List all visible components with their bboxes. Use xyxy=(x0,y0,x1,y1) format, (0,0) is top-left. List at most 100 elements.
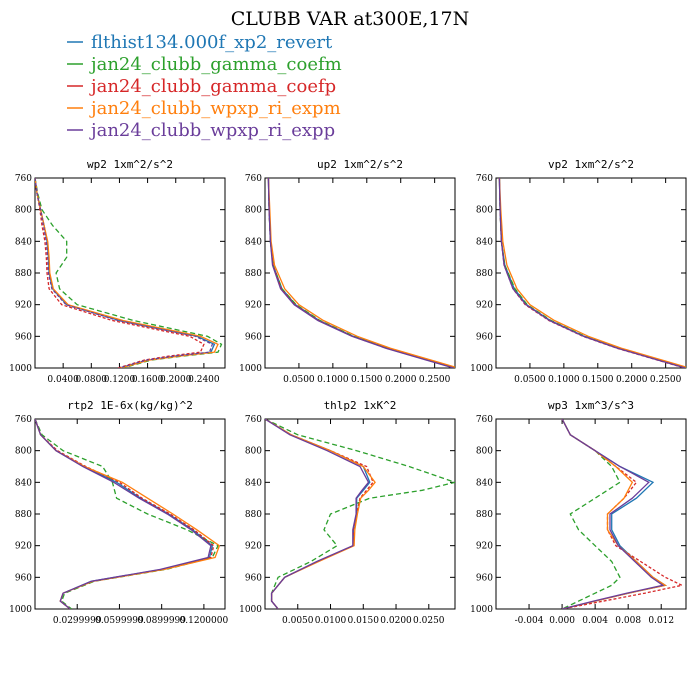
y-tick-label: 920 xyxy=(15,301,32,311)
x-tick-label: 0.0500 xyxy=(514,375,546,385)
y-tick-label: 840 xyxy=(476,237,493,247)
x-tick-label: 0.2000 xyxy=(616,375,648,385)
series-line xyxy=(561,419,665,609)
panel-title: wp2 1xm^2/s^2 xyxy=(87,158,173,171)
x-tick-label: 0.0800 xyxy=(76,375,108,385)
series-line xyxy=(498,178,686,368)
panel: up2 1xm^2/s^2 760 800 840 880 920 960 1000 0.050… xyxy=(239,158,456,385)
x-tick-label: 0.0250 xyxy=(413,616,445,626)
series-line xyxy=(35,178,216,368)
x-tick-label: 0.0599999 xyxy=(95,616,144,626)
series-line xyxy=(35,178,223,368)
x-tick-label: 0.0899999 xyxy=(137,616,186,626)
x-tick-label: 0.1200000 xyxy=(180,616,229,626)
series-line xyxy=(561,419,667,609)
y-tick-label: 800 xyxy=(476,206,493,216)
series-line xyxy=(265,419,455,609)
y-tick-label: 1000 xyxy=(470,605,493,615)
legend-label: jan24_clubb_gamma_coefm xyxy=(89,54,342,75)
y-tick-label: 920 xyxy=(245,542,262,552)
panel: rtp2 1E-6x(kg/kg)^2 760 800 840 880 920 960 100… xyxy=(9,399,228,626)
y-tick-label: 800 xyxy=(476,447,493,457)
series-line xyxy=(561,419,621,609)
series-line xyxy=(35,178,214,368)
panel-title: up2 1xm^2/s^2 xyxy=(317,158,403,171)
y-tick-label: 920 xyxy=(245,301,262,311)
panel: wp3 1xm^3/s^3 760 800 840 880 920 960 1000 -0.00… xyxy=(470,399,687,626)
y-tick-label: 840 xyxy=(476,478,493,488)
y-tick-label: 1000 xyxy=(9,605,32,615)
panel-title: thlp2 1xK^2 xyxy=(324,399,397,412)
y-tick-label: 880 xyxy=(476,269,493,279)
y-tick-label: 800 xyxy=(15,206,32,216)
x-tick-label: 0.2500 xyxy=(419,375,451,385)
series-line xyxy=(267,178,455,368)
y-tick-label: 760 xyxy=(476,174,493,184)
panels: wp2 1xm^2/s^2 760 800 840 880 920 960 1000 0.040… xyxy=(9,158,687,626)
figure-title: CLUBB VAR at300E,17N xyxy=(231,8,470,30)
y-tick-label: 800 xyxy=(245,447,262,457)
series-line xyxy=(265,419,370,609)
x-tick-label: 0.008 xyxy=(615,616,641,626)
panel-title: rtp2 1E-6x(kg/kg)^2 xyxy=(67,399,193,412)
x-tick-label: 0.004 xyxy=(582,616,608,626)
legend-label: jan24_clubb_wpxp_ri_expp xyxy=(89,120,335,141)
y-tick-label: 960 xyxy=(476,573,493,583)
y-tick-label: 880 xyxy=(15,269,32,279)
x-tick-label: 0.2500 xyxy=(650,375,682,385)
legend: flthist134.000f_xp2_revertjan24_clubb_ga… xyxy=(67,32,342,141)
x-tick-label: 0.0050 xyxy=(282,616,314,626)
panel: vp2 1xm^2/s^2 760 800 840 880 920 960 1000 0.050… xyxy=(470,158,687,385)
y-tick-label: 840 xyxy=(245,237,262,247)
y-tick-label: 800 xyxy=(245,206,262,216)
y-tick-label: 960 xyxy=(15,573,32,583)
x-tick-label: 0.1000 xyxy=(548,375,580,385)
y-tick-label: 920 xyxy=(476,301,493,311)
x-tick-label: 0.1500 xyxy=(351,375,383,385)
y-tick-label: 1000 xyxy=(470,364,493,374)
x-tick-label: 0.2000 xyxy=(160,375,192,385)
series-line xyxy=(498,178,686,368)
x-tick-label: 0.012 xyxy=(648,616,674,626)
x-tick-label: 0.0100 xyxy=(315,616,347,626)
y-tick-label: 840 xyxy=(15,237,32,247)
y-tick-label: 840 xyxy=(15,478,32,488)
x-tick-label: 0.0150 xyxy=(348,616,380,626)
x-tick-label: 0.1200 xyxy=(104,375,136,385)
x-tick-label: 0.2000 xyxy=(385,375,417,385)
y-tick-label: 760 xyxy=(245,174,262,184)
y-tick-label: 800 xyxy=(15,447,32,457)
series-line xyxy=(35,419,212,609)
series-line xyxy=(35,178,219,368)
legend-label: flthist134.000f_xp2_revert xyxy=(91,32,333,53)
y-tick-label: 880 xyxy=(15,510,32,520)
x-tick-label: 0.1500 xyxy=(582,375,614,385)
y-tick-label: 1000 xyxy=(239,364,262,374)
series-line xyxy=(35,419,219,609)
series-line xyxy=(561,419,667,609)
panel-title: wp3 1xm^3/s^3 xyxy=(548,399,634,412)
plot-frame xyxy=(264,418,456,610)
y-tick-label: 960 xyxy=(245,332,262,342)
y-tick-label: 760 xyxy=(476,415,493,425)
y-tick-label: 920 xyxy=(476,542,493,552)
series-line xyxy=(267,178,454,368)
y-tick-label: 880 xyxy=(245,269,262,279)
series-line xyxy=(561,419,684,609)
y-tick-label: 960 xyxy=(245,573,262,583)
y-tick-label: 760 xyxy=(15,415,32,425)
x-tick-label: 0.1600 xyxy=(132,375,164,385)
x-tick-label: 0.2400 xyxy=(188,375,220,385)
x-tick-label: 0.0500 xyxy=(283,375,315,385)
x-tick-label: 0.0200 xyxy=(380,616,412,626)
plot-frame xyxy=(34,418,226,610)
panel-title: vp2 1xm^2/s^2 xyxy=(548,158,634,171)
x-tick-label: 0.000 xyxy=(549,616,575,626)
x-tick-label: 0.0400 xyxy=(47,375,79,385)
x-tick-label: -0.004 xyxy=(515,616,544,626)
series-line xyxy=(265,419,371,609)
legend-label: jan24_clubb_gamma_coefp xyxy=(89,76,336,97)
series-line xyxy=(35,419,214,609)
